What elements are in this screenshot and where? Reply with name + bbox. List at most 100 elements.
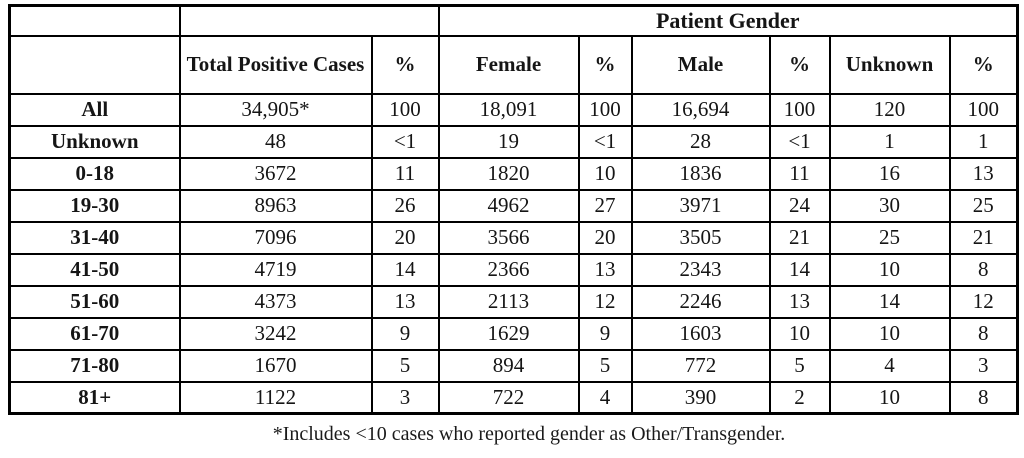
table-cell: 10 [828,380,951,415]
table-cell: 27 [577,188,633,223]
table-cell: 7096 [178,220,373,255]
table-cell: 8963 [178,188,373,223]
table-cell: 10 [828,252,951,287]
table-cell: 34,905* [178,92,373,127]
table-cell: <1 [768,124,831,159]
table-cell: 5 [370,348,440,383]
table-cell: 4 [828,348,951,383]
table-cell: 3242 [178,316,373,351]
row-label: 19-30 [8,188,181,223]
column-header-female-2: Female [437,34,580,95]
table-cell: 4373 [178,284,373,319]
empty-corner-cell [8,34,181,95]
table-cell: 8 [948,252,1019,287]
table-cell: 894 [437,348,580,383]
table-cell: 1836 [630,156,771,191]
table-cell: 10 [828,316,951,351]
column-header-total-positive-cases-0: Total Positive Cases [178,34,373,95]
table-cell: 8 [948,380,1019,415]
table-row-unknown: Unknown 48 <1 19 <1 28 <1 1 1 [8,124,1019,159]
table-cell: 772 [630,348,771,383]
table-cell: 16,694 [630,92,771,127]
patient-gender-table: Patient Gender Total Positive Cases% Fema… [8,4,1019,415]
row-label: 41-50 [8,252,181,287]
table-cell: 1629 [437,316,580,351]
table-cell: 18,091 [437,92,580,127]
table-cell: 8 [948,316,1019,351]
table-cell: 13 [948,156,1019,191]
page: Patient Gender Total Positive Cases% Fema… [8,4,1019,445]
table-cell: 3566 [437,220,580,255]
table-cell: 30 [828,188,951,223]
table-cell: 3971 [630,188,771,223]
table-cell: 26 [370,188,440,223]
table-cell: 1670 [178,348,373,383]
table-cell: 20 [370,220,440,255]
column-header-pct-5: % [768,34,831,95]
table-cell: 11 [370,156,440,191]
table-cell: 5 [577,348,633,383]
row-label: 81+ [8,380,181,415]
table-cell: 1603 [630,316,771,351]
table-cell: 25 [828,220,951,255]
table-cell: 48 [178,124,373,159]
column-header-unknown-6: Unknown [828,34,951,95]
table-cell: 2246 [630,284,771,319]
table-cell: 390 [630,380,771,415]
table-row-41-50: 41-50 4719 14 2366 13 2343 14 10 8 [8,252,1019,287]
table-cell: 4 [577,380,633,415]
table-cell: 3 [370,380,440,415]
empty-corner-cell [8,4,181,37]
table-cell: 1 [948,124,1019,159]
row-label: 31-40 [8,220,181,255]
table-row-81: 81+ 1122 3 722 4 390 2 10 8 [8,380,1019,415]
table-cell: 13 [370,284,440,319]
table-row-61-70: 61-70 3242 9 1629 9 1603 10 10 8 [8,316,1019,351]
table-cell: 21 [948,220,1019,255]
table-cell: 13 [577,252,633,287]
table-body: All 34,905* 100 18,091 100 16,694 100 120 100 Unk… [8,92,1019,415]
table-cell: 12 [577,284,633,319]
row-label: 51-60 [8,284,181,319]
table-cell: 3672 [178,156,373,191]
table-cell: 9 [370,316,440,351]
column-header-pct-1: % [370,34,440,95]
table-cell: <1 [370,124,440,159]
table-cell: 9 [577,316,633,351]
table-row-0-18: 0-18 3672 11 1820 10 1836 11 16 13 [8,156,1019,191]
table-cell: 100 [577,92,633,127]
table-cell: 120 [828,92,951,127]
table-cell: 1820 [437,156,580,191]
table-row-all: All 34,905* 100 18,091 100 16,694 100 120 100 [8,92,1019,127]
table-cell: 4719 [178,252,373,287]
table-cell: 5 [768,348,831,383]
table-cell: 2 [768,380,831,415]
table-row-51-60: 51-60 4373 13 2113 12 2246 13 14 12 [8,284,1019,319]
row-label: 61-70 [8,316,181,351]
table-row-71-80: 71-80 1670 5 894 5 772 5 4 3 [8,348,1019,383]
table-cell: 100 [370,92,440,127]
row-label: All [8,92,181,127]
table-cell: 25 [948,188,1019,223]
table-cell: 3505 [630,220,771,255]
table-cell: 19 [437,124,580,159]
table-cell: 14 [370,252,440,287]
column-header-pct-3: % [577,34,633,95]
patient-gender-group-header: Patient Gender [437,4,1019,37]
column-header-male-4: Male [630,34,771,95]
table-cell: 722 [437,380,580,415]
table-cell: 11 [768,156,831,191]
table-cell: 2113 [437,284,580,319]
table-cell: 1122 [178,380,373,415]
row-label: 0-18 [8,156,181,191]
table-cell: 4962 [437,188,580,223]
table-cell: 10 [577,156,633,191]
table-cell: 13 [768,284,831,319]
table-cell: 24 [768,188,831,223]
table-cell: 1 [828,124,951,159]
table-row-31-40: 31-40 7096 20 3566 20 3505 21 25 21 [8,220,1019,255]
table-cell: 3 [948,348,1019,383]
table-cell: 2343 [630,252,771,287]
table-cell: 14 [768,252,831,287]
row-label: 71-80 [8,348,181,383]
